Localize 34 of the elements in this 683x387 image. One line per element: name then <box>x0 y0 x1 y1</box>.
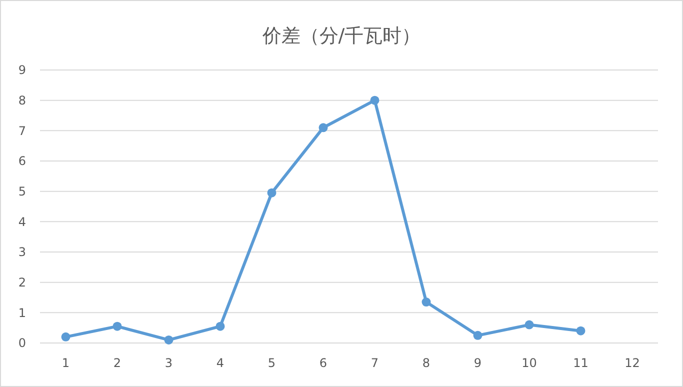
x-tick-label: 11 <box>573 356 588 370</box>
x-tick-label: 5 <box>268 356 276 370</box>
point <box>112 322 122 331</box>
x-tick-label: 10 <box>522 356 537 370</box>
y-tick-label: 7 <box>18 124 26 138</box>
point <box>576 326 586 336</box>
x-tick-label: 2 <box>113 356 122 370</box>
y-tick-label: 6 <box>18 154 26 168</box>
point <box>267 188 276 198</box>
x-tick-label: 7 <box>370 356 379 370</box>
point <box>164 335 174 344</box>
point <box>524 320 534 330</box>
x-tick-label: 4 <box>216 356 224 370</box>
point <box>370 96 380 105</box>
point <box>216 322 225 331</box>
x-tick-label: 1 <box>62 356 70 370</box>
y-tick-label: 8 <box>18 94 26 108</box>
x-tick-label: 12 <box>624 356 640 370</box>
y-tick-label: 3 <box>18 245 26 260</box>
point <box>473 330 482 340</box>
point <box>318 123 328 132</box>
chart-title: 价差（分/千瓦时） <box>261 25 421 47</box>
point <box>422 298 431 307</box>
y-tick-label: 9 <box>18 63 26 78</box>
x-tick-label: 6 <box>319 356 328 370</box>
x-tick-label: 8 <box>422 356 430 370</box>
y-tick-label: 0 <box>18 336 26 350</box>
x-tick-label: 3 <box>164 356 173 370</box>
x-tick-label: 9 <box>474 356 482 370</box>
point <box>61 332 70 342</box>
y-tick-label: 2 <box>18 276 26 290</box>
y-tick-label: 4 <box>18 214 26 229</box>
y-tick-label: 5 <box>18 184 26 199</box>
y-tick-label: 1 <box>18 306 26 320</box>
